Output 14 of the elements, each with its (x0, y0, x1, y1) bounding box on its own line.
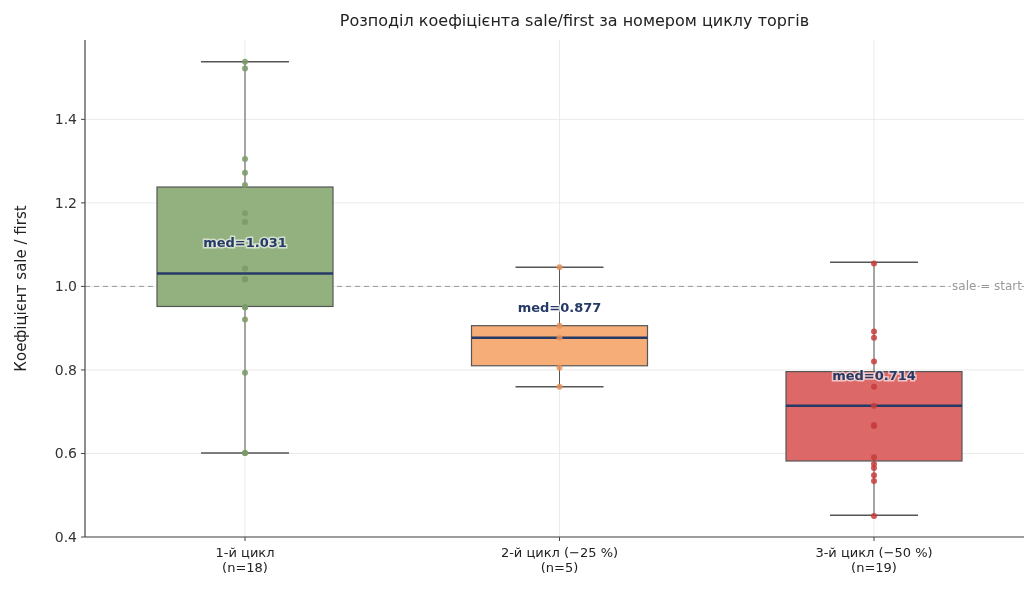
x-tick-label: 1-й цикл (n=18) (215, 545, 275, 575)
y-tick-label: 1.4 (54, 111, 78, 128)
y-tick-label: 1.2 (54, 194, 77, 211)
y-tick-label: 0.4 (54, 529, 78, 545)
annotation: med=0.714 (832, 367, 916, 383)
x-tick-label: 3-й цикл (−50 %) (n=19) (815, 545, 933, 575)
ref-line-label: sale = start (952, 279, 1023, 294)
y-tick-label: 0.8 (54, 361, 77, 378)
y-axis-title: Коефіцієнт sale / first (12, 205, 30, 372)
y-tick-label: 1.0 (54, 278, 77, 295)
chart-title: Розподіл коефіцієнта sale/first за номером циклу торгів (339, 11, 810, 30)
annotation: med=1.031 (203, 235, 287, 251)
x-tick-label: 2-й цикл (−25 %) (n=5) (500, 545, 619, 575)
y-tick-label: 0.6 (54, 445, 78, 462)
